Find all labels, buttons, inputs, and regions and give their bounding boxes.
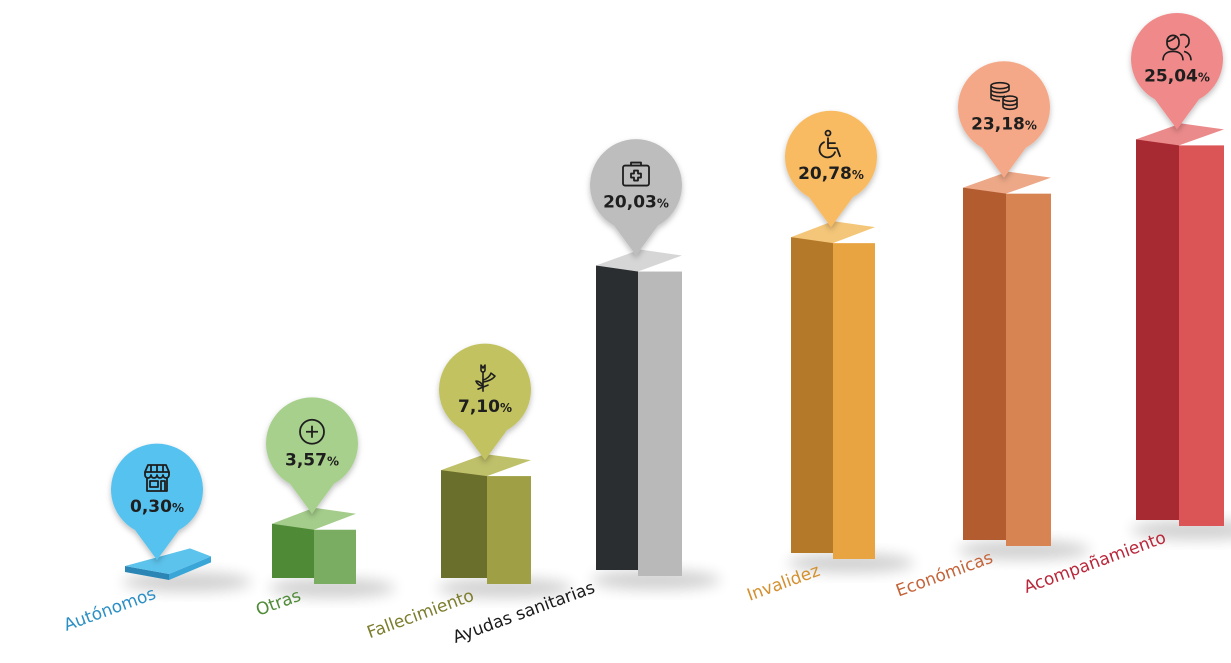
bar-side (125, 566, 169, 580)
data-label: 20,03% (603, 193, 669, 213)
bar-side (791, 237, 833, 554)
bar-top (791, 221, 875, 244)
data-label-value: 25,04 (1144, 66, 1198, 86)
bar-shadow (269, 578, 395, 598)
category-label: Autónomos (61, 584, 159, 636)
data-label-unit: % (657, 197, 669, 211)
bar-group: 20,78% Invalidez (745, 110, 914, 606)
bar-front (1179, 145, 1224, 526)
bar-group: 3,57%Otras (253, 397, 395, 621)
bar-group: 7,10%Fallecimiento (364, 343, 573, 643)
pin-shape (958, 61, 1050, 178)
bar-side (1136, 139, 1179, 520)
bar-shadow (958, 540, 1090, 560)
bar-side (963, 187, 1006, 540)
bar-top (1136, 123, 1224, 146)
bar-front (314, 529, 356, 584)
pin-shape (590, 139, 682, 256)
data-label-unit: % (327, 455, 339, 469)
pin-shape (439, 343, 531, 461)
bar-front (833, 243, 875, 560)
value-pin (958, 61, 1050, 178)
bar-top (441, 454, 531, 477)
bar-side (272, 523, 314, 578)
data-label-value: 0,30 (130, 497, 172, 517)
data-label-value: 20,78 (798, 164, 852, 184)
data-label: 0,30% (130, 497, 184, 517)
value-pin (590, 139, 682, 256)
value-pin (784, 110, 877, 228)
bar-front (1006, 193, 1051, 546)
bar-group: 23,18% Económicas (893, 61, 1090, 601)
pin-shape (110, 443, 204, 560)
bar-group: 0,30% Autónomos (61, 443, 252, 636)
data-label: 20,78% (798, 164, 864, 184)
bar-top (963, 171, 1051, 194)
bar-group: 25,04%Acompañamiento (1021, 12, 1231, 598)
value-pin (110, 443, 204, 560)
data-label-unit: % (500, 401, 512, 415)
bar-top (272, 507, 356, 530)
value-pin (439, 343, 531, 461)
data-label-unit: % (1025, 119, 1037, 133)
bar-top (125, 548, 211, 574)
bar-shadow (437, 578, 573, 598)
bar-front (169, 556, 211, 580)
bar-side (596, 265, 638, 570)
data-label-value: 20,03 (603, 193, 657, 213)
data-label: 3,57% (285, 451, 339, 471)
bar-top (596, 249, 682, 272)
bar-shadow (788, 553, 914, 573)
data-label-value: 23,18 (971, 115, 1025, 135)
category-label: Invalidez (745, 561, 823, 606)
category-label: Económicas (893, 548, 995, 602)
pin-shape (266, 397, 358, 514)
data-label: 7,10% (458, 397, 512, 417)
bar-shadow (591, 570, 721, 590)
data-label: 23,18% (971, 115, 1037, 135)
data-label-unit: % (852, 168, 864, 182)
pin-shape (784, 110, 877, 228)
data-label-unit: % (172, 501, 184, 515)
bar-side (441, 470, 487, 578)
value-pin (1131, 12, 1223, 130)
data-label: 25,04% (1144, 66, 1210, 86)
bar-front (638, 271, 682, 576)
data-label-value: 7,10 (458, 397, 500, 417)
data-label-value: 3,57 (285, 451, 327, 471)
data-label-unit: % (1198, 70, 1210, 84)
value-pin (266, 397, 358, 514)
pin-shape (1131, 12, 1223, 130)
bar-front (487, 476, 531, 584)
